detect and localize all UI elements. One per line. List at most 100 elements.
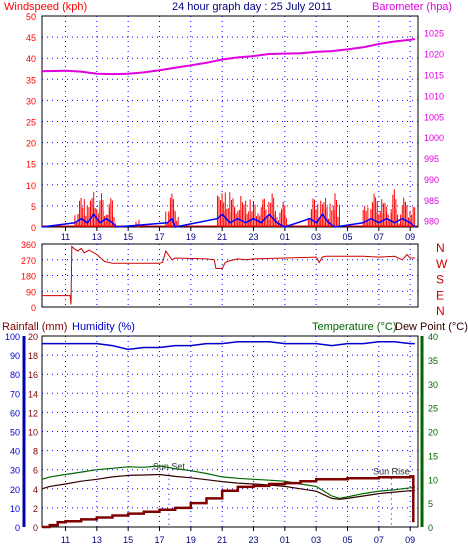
wind-tick-label: 5 [31,202,36,212]
wind-barometer-panel: 0510152025303540455098098599099510001005… [26,12,444,242]
temperature-tick-label: 35 [428,356,438,366]
x-tick-label: 01 [280,232,290,242]
x-tick-label: 07 [374,535,384,545]
humidity-line [42,340,415,351]
panel3-frame [41,335,419,528]
x-tick-label: 09 [405,535,415,545]
direction-letter: W [436,257,448,271]
windspeed-label: Windspeed (kph) [4,1,87,13]
x-tick-label: 07 [374,232,384,242]
barometer-tick-label: 990 [424,175,439,185]
direction-tick-label: 90 [26,287,36,297]
sun-annotation: Sun Set [153,462,186,472]
barometer-tick-label: 1000 [424,133,444,143]
x-tick-label: 13 [92,232,102,242]
humidity-tick-label: 100 [5,332,20,342]
wind-tick-label: 15 [26,160,36,170]
x-tick-label: 17 [154,535,164,545]
rain-tick-label: 10 [28,428,38,438]
wind-average-line [41,213,416,228]
wind-tick-label: 20 [26,139,36,149]
humidity-tick-label: 40 [10,447,20,457]
x-tick-label: 05 [342,535,352,545]
direction-letter: E [436,288,444,302]
wind-tick-label: 25 [26,118,36,128]
humidity-tick-label: 90 [10,351,20,361]
direction-letter: N [436,304,445,318]
barometer-line [41,38,416,76]
rain-tick-label: 16 [28,370,38,380]
humidity-tick-label: 60 [10,408,20,418]
rain-tick-label: 14 [28,389,38,399]
x-tick-label: 03 [311,535,321,545]
direction-tick-label: 270 [21,256,36,266]
direction-letter: N [436,241,445,255]
x-tick-label: 15 [123,232,133,242]
barometer-label: Barometer (hpa) [372,1,452,13]
temperature-tick-label: 10 [428,475,438,485]
x-tick-label: 17 [154,232,164,242]
x-tick-label: 09 [405,232,415,242]
direction-letter: S [436,273,444,287]
barometer-tick-label: 1025 [424,29,444,39]
rain-tick-label: 8 [33,447,38,457]
direction-tick-label: 0 [31,303,36,313]
temperature-tick-label: 20 [428,428,438,438]
x-tick-label: 15 [123,535,133,545]
barometer-tick-label: 980 [424,217,439,227]
wind-tick-label: 50 [26,12,36,22]
panel1-frame [41,15,419,228]
barometer-tick-label: 1005 [424,112,444,122]
x-tick-label: 13 [92,535,102,545]
x-tick-label: 23 [248,535,258,545]
rain-tick-label: 2 [33,504,38,514]
x-tick-label: 01 [280,535,290,545]
wind-tick-label: 30 [26,96,36,106]
wind-tick-label: 0 [31,223,36,233]
rain-tick-label: 20 [28,332,38,342]
wind-tick-label: 35 [26,75,36,85]
x-tick-label: 21 [217,535,227,545]
barometer-tick-label: 1015 [424,70,444,80]
x-tick-label: 05 [342,232,352,242]
humidity-tick-label: 20 [10,485,20,495]
humidity-tick-label: 50 [10,428,20,438]
x-tick-label: 11 [61,232,70,242]
x-tick-label: 03 [311,232,321,242]
rain-tick-label: 12 [28,408,38,418]
chart-title: 24 hour graph day : 25 July 2011 [172,1,332,13]
rain-humidity-temp-panel: 0102030405060708090100024681012141618200… [5,332,438,545]
rain-tick-label: 4 [33,485,38,495]
rain-tick-label: 18 [28,351,38,361]
temperature-tick-label: 0 [428,523,433,533]
barometer-tick-label: 1020 [424,50,444,60]
barometer-tick-label: 985 [424,196,439,206]
humidity-label: Humidity (%) [72,321,135,333]
temperature-tick-label: 40 [428,332,438,342]
temperature-tick-label: 15 [428,451,438,461]
wind-tick-label: 10 [26,181,36,191]
sun-annotation: Sun Rise [373,466,410,476]
temperature-tick-label: 30 [428,380,438,390]
dewpoint-line [41,473,415,500]
rain-tick-label: 6 [33,466,38,476]
temperature-tick-label: 5 [428,499,433,509]
x-tick-label: 11 [61,535,70,545]
barometer-tick-label: 995 [424,154,439,164]
x-tick-label: 21 [217,232,227,242]
humidity-tick-label: 30 [10,466,20,476]
humidity-tick-label: 10 [10,504,20,514]
humidity-tick-label: 70 [10,389,20,399]
rain-tick-label: 0 [33,523,38,533]
dewpoint-label: Dew Point (°C) [395,321,468,333]
humidity-tick-label: 0 [15,523,20,533]
x-tick-label: 23 [248,232,258,242]
wind-tick-label: 40 [26,54,36,64]
barometer-tick-label: 1010 [424,91,444,101]
direction-tick-label: 360 [21,240,36,250]
humidity-tick-label: 80 [10,370,20,380]
panel2-frame [41,243,419,308]
temperature-line [41,465,415,500]
